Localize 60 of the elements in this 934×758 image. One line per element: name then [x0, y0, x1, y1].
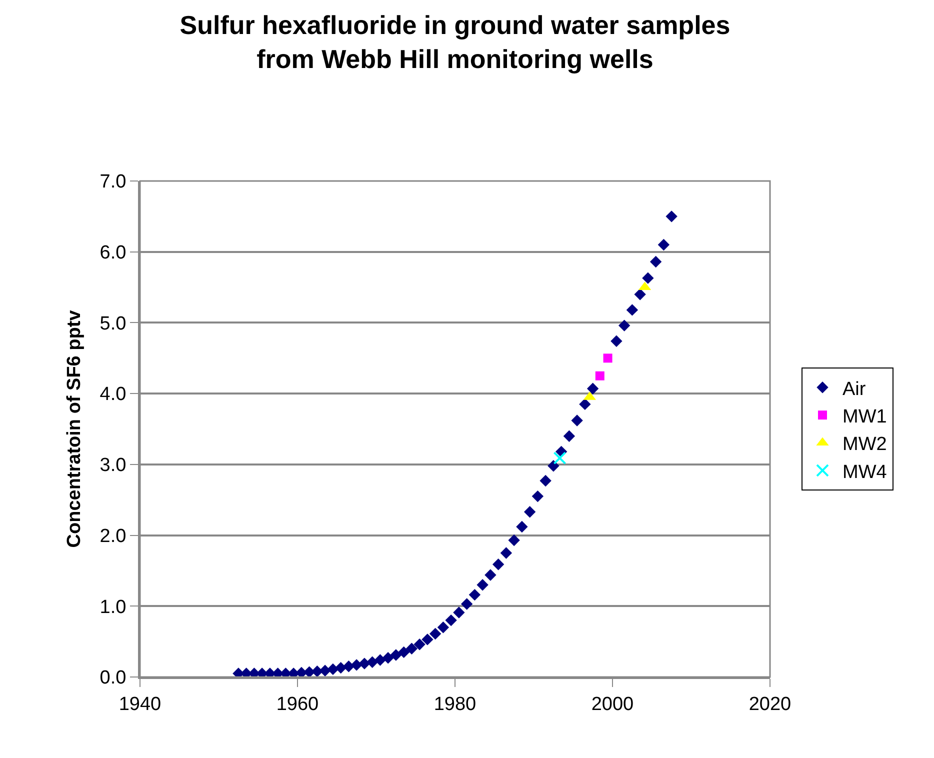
- point: [500, 547, 512, 559]
- point: [650, 256, 662, 268]
- point: [508, 534, 520, 546]
- point: [437, 622, 450, 634]
- point: [390, 649, 402, 661]
- point: [476, 579, 488, 591]
- legend-label: MW4: [842, 462, 888, 483]
- y-tick-label: 7.0: [100, 172, 126, 193]
- point: [610, 335, 622, 347]
- point: [342, 660, 355, 672]
- point: [548, 460, 560, 472]
- legend-label: MW2: [842, 434, 887, 456]
- point: [406, 642, 418, 655]
- y-tick-label: 5.0: [100, 313, 126, 334]
- point: [398, 646, 410, 658]
- x-tick-label: 2020: [748, 694, 792, 715]
- point: [642, 272, 654, 284]
- point: [460, 598, 473, 610]
- point: [634, 288, 646, 300]
- point: [666, 210, 678, 222]
- point: [366, 656, 378, 668]
- point: [532, 490, 544, 502]
- point: [540, 474, 552, 487]
- x-tick-label: 1960: [276, 694, 319, 715]
- chart-title: Sulfur hexafluoride in ground water samples from Webb Hill monitoring wells: [180, 10, 730, 74]
- point: [484, 569, 496, 581]
- point: [586, 382, 599, 394]
- point: [414, 638, 426, 650]
- y-tick-label: 2.0: [100, 526, 126, 547]
- x-tick-label: 1940: [118, 694, 162, 715]
- point: [658, 238, 670, 251]
- x-tick-label: 1980: [434, 694, 476, 715]
- legend-label: MW1: [842, 406, 887, 428]
- x-tick-label: 2000: [591, 694, 634, 715]
- point: [468, 588, 481, 601]
- legend-label: Air: [842, 378, 866, 400]
- y-tick-label: 1.0: [100, 596, 126, 618]
- y-tick-label: 4.0: [100, 384, 126, 406]
- y-tick-label: 0.0: [100, 668, 126, 689]
- point: [429, 628, 442, 640]
- point: [603, 354, 612, 363]
- point: [453, 606, 465, 618]
- point: [524, 506, 536, 518]
- point: [422, 634, 434, 646]
- y-tick-label: 3.0: [100, 455, 126, 476]
- point: [445, 614, 457, 626]
- point: [563, 430, 576, 442]
- point: [382, 652, 394, 664]
- y-axis-title: Concentratoin of SF6 pptv: [64, 310, 86, 548]
- point: [374, 654, 386, 666]
- point: [571, 414, 583, 426]
- point: [626, 304, 638, 316]
- point: [595, 371, 604, 380]
- point: [618, 320, 630, 332]
- point: [492, 558, 504, 570]
- point: [553, 452, 566, 465]
- y-tick-label: 6.0: [100, 242, 126, 264]
- point: [516, 520, 528, 533]
- point: [319, 664, 331, 676]
- point: [579, 398, 591, 410]
